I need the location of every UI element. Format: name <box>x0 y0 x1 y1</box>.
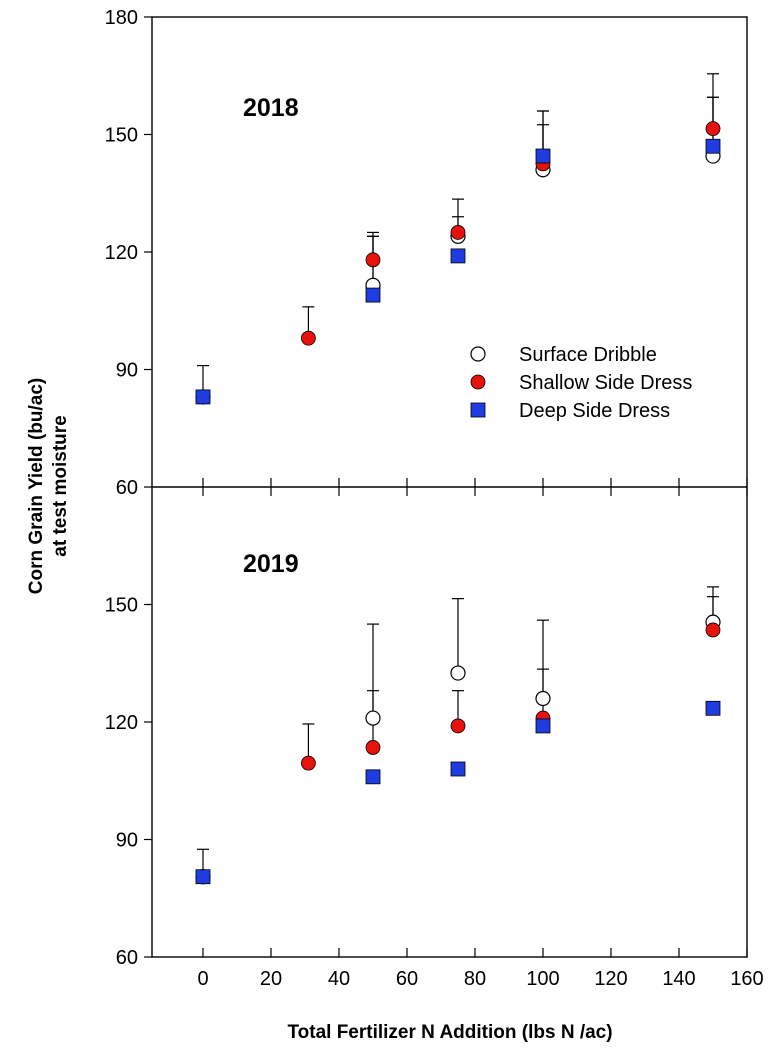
x-tick-label: 140 <box>662 968 695 990</box>
x-tick-label: 80 <box>464 968 486 990</box>
legend-label: Deep Side Dress <box>519 400 670 422</box>
x-tick-label: 100 <box>526 968 559 990</box>
point-deep-side-dress <box>450 248 466 264</box>
point-deep-side-dress <box>535 718 551 734</box>
point-surface-dribble <box>535 690 551 707</box>
point-deep-side-dress <box>365 287 381 303</box>
point-deep-side-dress <box>535 148 551 164</box>
axis-ticks <box>144 16 748 958</box>
x-tick-label: 0 <box>197 968 208 990</box>
point-surface-dribble <box>450 665 466 681</box>
y-tick-label: 60 <box>116 477 138 499</box>
point-surface-dribble <box>365 710 381 726</box>
point-shallow-side-dress <box>300 330 316 346</box>
point-deep-side-dress <box>195 869 211 885</box>
point-deep-side-dress <box>705 700 721 716</box>
axis-labels: 60 90 120 150 180 2018 60 90 120 150 2019 0 20 40 60 80… <box>105 7 764 990</box>
legend-marker-surface-dribble <box>470 346 486 362</box>
chart-marks <box>195 73 721 885</box>
panel-label: 2018 <box>243 94 299 122</box>
legend: Surface Dribble Shallow Side Dress Deep Si… <box>470 344 692 422</box>
x-tick-label: 160 <box>730 968 763 990</box>
x-tick-label: 20 <box>260 968 282 990</box>
panel-label: 2019 <box>243 550 299 578</box>
y-tick-label: 120 <box>105 712 138 734</box>
point-deep-side-dress <box>365 769 381 785</box>
point-shallow-side-dress <box>365 740 381 755</box>
y-axis-title-line-2: at test moisture <box>50 415 71 556</box>
x-tick-label: 40 <box>328 968 350 990</box>
x-tick-label: 120 <box>594 968 627 990</box>
x-tick-label: 60 <box>396 968 418 990</box>
point-shallow-side-dress <box>450 225 466 240</box>
y-tick-label: 60 <box>116 947 138 969</box>
y-tick-label: 150 <box>105 595 138 617</box>
y-axis-title-line-1: Corn Grain Yield (bu/ac) <box>26 378 47 594</box>
y-tick-label: 150 <box>105 125 138 147</box>
y-tick-label: 90 <box>116 360 138 382</box>
point-shallow-side-dress <box>300 755 316 771</box>
y-tick-label: 120 <box>105 242 138 264</box>
point-shallow-side-dress <box>705 121 721 137</box>
point-shallow-side-dress <box>705 622 721 638</box>
point-shallow-side-dress <box>450 718 466 734</box>
point-shallow-side-dress <box>365 252 381 268</box>
legend-label: Shallow Side Dress <box>519 372 692 394</box>
point-deep-side-dress <box>705 138 721 154</box>
y-tick-label: 90 <box>116 830 138 852</box>
point-deep-side-dress <box>195 389 211 405</box>
plot-frame <box>151 16 748 958</box>
point-deep-side-dress <box>450 761 466 777</box>
x-axis-title: Total Fertilizer N Addition (lbs N /ac) <box>287 1022 612 1043</box>
legend-marker-shallow-side-dress <box>470 374 486 390</box>
legend-label: Surface Dribble <box>519 344 657 366</box>
y-tick-label: 180 <box>105 7 138 29</box>
legend-marker-deep-side-dress <box>470 402 486 418</box>
